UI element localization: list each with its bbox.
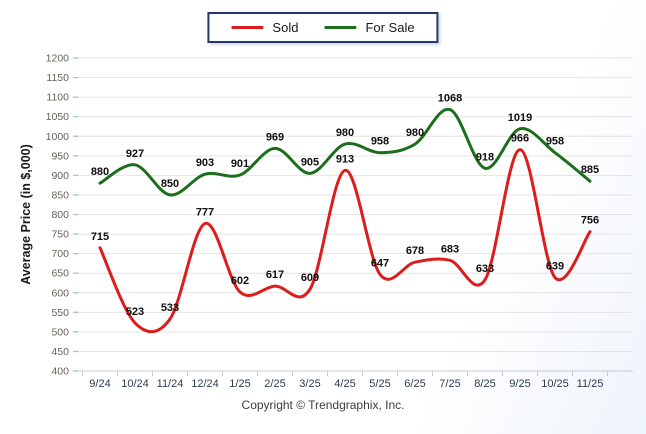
svg-text:639: 639 bbox=[546, 261, 564, 273]
svg-text:950: 950 bbox=[51, 150, 69, 162]
svg-text:880: 880 bbox=[91, 166, 109, 178]
svg-text:6/25: 6/25 bbox=[404, 378, 425, 390]
svg-text:905: 905 bbox=[301, 156, 319, 168]
svg-text:617: 617 bbox=[266, 269, 284, 281]
svg-text:756: 756 bbox=[581, 215, 599, 227]
svg-text:11/24: 11/24 bbox=[157, 378, 184, 390]
svg-text:400: 400 bbox=[51, 366, 69, 378]
svg-text:5/25: 5/25 bbox=[369, 378, 390, 390]
svg-text:980: 980 bbox=[336, 127, 354, 139]
svg-text:777: 777 bbox=[196, 207, 214, 219]
svg-text:602: 602 bbox=[231, 275, 249, 287]
for-sale-line-swatch bbox=[324, 26, 357, 29]
svg-text:683: 683 bbox=[441, 243, 459, 255]
svg-text:12/24: 12/24 bbox=[191, 378, 219, 390]
svg-text:800: 800 bbox=[51, 209, 69, 221]
svg-text:958: 958 bbox=[546, 136, 564, 148]
svg-text:500: 500 bbox=[51, 326, 69, 338]
svg-text:647: 647 bbox=[371, 257, 389, 269]
svg-text:927: 927 bbox=[126, 148, 144, 160]
svg-text:715: 715 bbox=[91, 231, 109, 243]
svg-text:3/25: 3/25 bbox=[299, 378, 320, 390]
svg-text:903: 903 bbox=[196, 157, 214, 169]
svg-text:1/25: 1/25 bbox=[229, 378, 250, 390]
svg-text:633: 633 bbox=[476, 263, 494, 275]
svg-text:600: 600 bbox=[51, 287, 69, 299]
svg-text:10/25: 10/25 bbox=[541, 378, 569, 390]
svg-text:850: 850 bbox=[161, 178, 179, 190]
svg-text:533: 533 bbox=[161, 302, 179, 314]
svg-text:2/25: 2/25 bbox=[264, 378, 285, 390]
copyright-text: Copyright © Trendgraphix, Inc. bbox=[241, 398, 405, 412]
svg-text:958: 958 bbox=[371, 136, 389, 148]
svg-text:9/25: 9/25 bbox=[509, 378, 530, 390]
sold-line-swatch bbox=[231, 26, 264, 29]
legend: Sold For Sale bbox=[207, 12, 439, 43]
svg-text:1100: 1100 bbox=[46, 92, 69, 104]
svg-text:7/25: 7/25 bbox=[439, 378, 460, 390]
svg-text:10/24: 10/24 bbox=[121, 378, 149, 390]
svg-text:1068: 1068 bbox=[438, 93, 462, 105]
svg-text:678: 678 bbox=[406, 245, 424, 257]
svg-text:850: 850 bbox=[51, 189, 69, 201]
svg-text:1000: 1000 bbox=[46, 131, 70, 143]
legend-item-for-sale: For Sale bbox=[324, 20, 415, 35]
svg-text:980: 980 bbox=[406, 127, 424, 139]
svg-text:969: 969 bbox=[266, 131, 284, 143]
svg-text:1200: 1200 bbox=[46, 53, 70, 65]
chart-svg: 400 450 500 550 600 650 700 750 800 850 900 950 1000… bbox=[19, 53, 633, 390]
legend-label-sold: Sold bbox=[272, 20, 299, 35]
svg-text:700: 700 bbox=[51, 248, 69, 260]
svg-text:450: 450 bbox=[51, 346, 69, 358]
svg-text:1150: 1150 bbox=[46, 72, 69, 84]
legend-label-for-sale: For Sale bbox=[365, 20, 415, 35]
svg-text:913: 913 bbox=[336, 153, 354, 165]
svg-text:966: 966 bbox=[511, 133, 529, 145]
svg-text:900: 900 bbox=[51, 170, 69, 182]
svg-text:609: 609 bbox=[301, 272, 319, 284]
svg-text:Average Price (in $,000): Average Price (in $,000) bbox=[19, 144, 33, 285]
svg-text:901: 901 bbox=[231, 158, 249, 170]
svg-text:650: 650 bbox=[51, 268, 69, 280]
svg-text:885: 885 bbox=[581, 164, 599, 176]
legend-item-sold: Sold bbox=[231, 20, 298, 35]
svg-text:8/25: 8/25 bbox=[474, 378, 495, 390]
svg-text:1050: 1050 bbox=[46, 111, 70, 123]
svg-text:11/25: 11/25 bbox=[577, 378, 604, 390]
svg-text:918: 918 bbox=[476, 151, 494, 163]
svg-text:4/25: 4/25 bbox=[334, 378, 355, 390]
svg-text:9/24: 9/24 bbox=[89, 378, 110, 390]
svg-text:1019: 1019 bbox=[508, 112, 532, 124]
svg-text:750: 750 bbox=[51, 229, 69, 241]
svg-text:550: 550 bbox=[51, 307, 69, 319]
svg-text:523: 523 bbox=[126, 306, 144, 318]
